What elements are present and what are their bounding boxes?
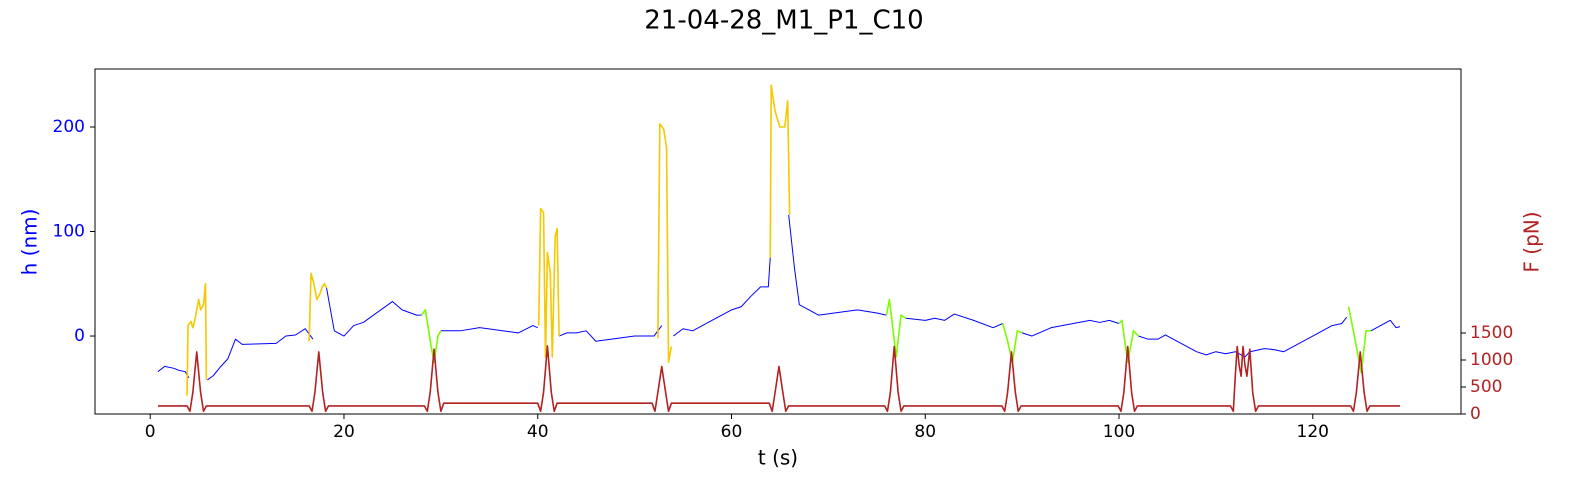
x-tick-label: 60 bbox=[721, 422, 743, 442]
data-line bbox=[769, 84, 791, 258]
x-tick-label: 80 bbox=[914, 422, 936, 442]
data-line bbox=[1118, 319, 1139, 363]
data-line bbox=[537, 207, 560, 358]
data-line bbox=[673, 257, 771, 337]
plot-frame bbox=[94, 68, 1462, 415]
data-line bbox=[788, 214, 887, 316]
data-line bbox=[1347, 306, 1371, 374]
data-line bbox=[207, 328, 314, 381]
y2-tick-label: 1000 bbox=[1470, 350, 1513, 370]
y-tick-label: 100 bbox=[53, 222, 85, 242]
data-line bbox=[1021, 319, 1120, 337]
y-axis-label: h (nm) bbox=[18, 209, 42, 276]
x-axis-label: t (s) bbox=[758, 446, 798, 470]
data-line bbox=[420, 309, 442, 363]
y2-axis-label: F (pN) bbox=[1520, 211, 1544, 272]
chart-title: 21-04-28_M1_P1_C10 bbox=[644, 6, 923, 36]
data-line bbox=[157, 345, 1400, 413]
data-line bbox=[308, 272, 328, 342]
x-tick-label: 40 bbox=[527, 422, 549, 442]
y2-tick-label: 0 bbox=[1470, 404, 1481, 424]
x-tick-label: 20 bbox=[333, 422, 355, 442]
y2-tick-label: 500 bbox=[1470, 377, 1502, 397]
y-tick-label: 200 bbox=[53, 117, 85, 137]
data-line bbox=[440, 325, 538, 334]
data-line bbox=[885, 298, 907, 358]
y2-tick-label: 1500 bbox=[1470, 323, 1513, 343]
x-tick-label: 100 bbox=[1103, 422, 1135, 442]
data-line bbox=[186, 282, 208, 396]
x-tick-label: 120 bbox=[1297, 422, 1329, 442]
data-line bbox=[905, 313, 1003, 329]
data-line bbox=[657, 123, 673, 363]
data-line bbox=[326, 287, 422, 337]
y-tick-label: 0 bbox=[74, 326, 85, 346]
x-tick-label: 0 bbox=[145, 422, 156, 442]
data-line bbox=[1138, 316, 1348, 358]
data-line bbox=[1370, 319, 1401, 332]
data-line bbox=[558, 325, 663, 342]
data-line bbox=[157, 365, 190, 379]
